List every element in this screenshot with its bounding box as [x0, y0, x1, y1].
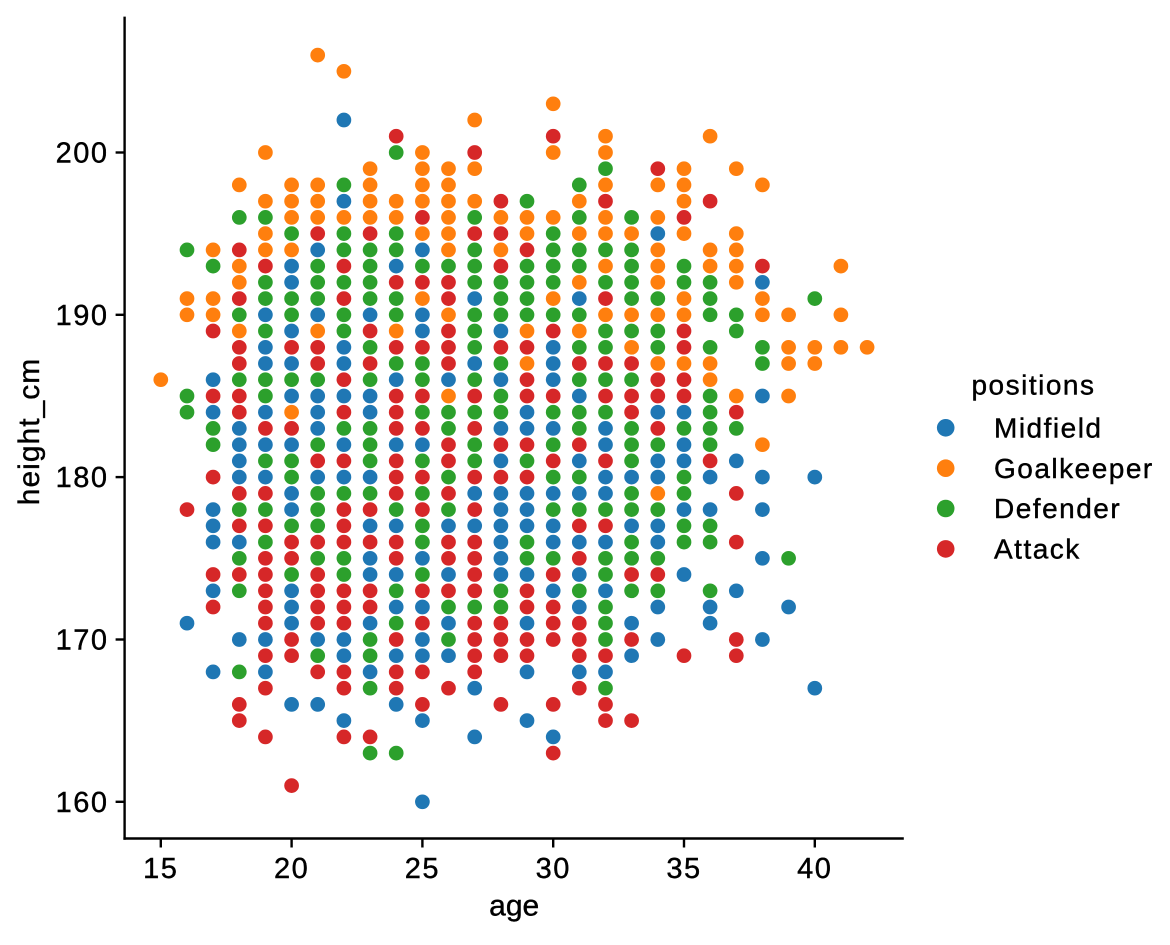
- svg-text:200: 200: [56, 138, 109, 170]
- svg-text:15: 15: [143, 853, 178, 885]
- svg-text:180: 180: [56, 462, 109, 494]
- svg-text:25: 25: [405, 853, 440, 885]
- svg-text:Goalkeeper: Goalkeeper: [994, 453, 1154, 484]
- svg-text:positions: positions: [971, 370, 1095, 401]
- svg-text:40: 40: [797, 853, 832, 885]
- svg-text:160: 160: [56, 787, 109, 819]
- svg-text:height_cm: height_cm: [13, 358, 46, 505]
- svg-text:35: 35: [666, 853, 701, 885]
- svg-text:30: 30: [536, 853, 571, 885]
- svg-text:190: 190: [56, 300, 109, 332]
- svg-text:20: 20: [274, 853, 309, 885]
- svg-text:Midfield: Midfield: [994, 412, 1102, 443]
- svg-text:170: 170: [56, 625, 109, 657]
- svg-text:Attack: Attack: [994, 534, 1081, 565]
- svg-text:age: age: [489, 890, 539, 923]
- svg-text:Defender: Defender: [994, 493, 1121, 524]
